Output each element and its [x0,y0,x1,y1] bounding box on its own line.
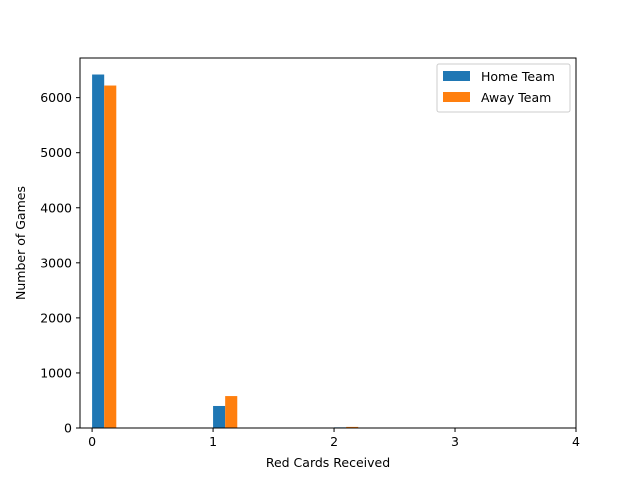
plot-frame [79,57,577,429]
bar-home-team-0 [92,74,105,429]
x-tick-label: 1 [209,434,217,449]
bar-away-team-0 [104,85,117,429]
bar-away-team-1 [225,396,238,428]
legend-label: Home Team [481,69,555,84]
x-tick-label: 4 [572,434,580,449]
legend-label: Away Team [481,90,551,105]
bars-group [92,74,359,429]
legend-swatch [443,92,470,102]
legend-box [436,63,571,113]
y-tick-label: 3000 [40,255,72,270]
y-axis-label: Number of Games [13,186,28,300]
bar-away-team-2 [346,426,359,428]
bar-home-team-1 [213,405,226,428]
y-tick-label: 6000 [40,90,72,105]
x-axis-ticks: 0 1 2 3 4 [88,428,580,449]
y-tick-label: 1000 [40,365,72,380]
legend: Home Team Away Team [436,63,571,113]
y-tick-label: 0 [64,421,72,436]
y-tick-label: 2000 [40,310,72,325]
x-tick-label: 0 [88,434,96,449]
y-tick-label: 5000 [40,145,72,160]
x-tick-label: 2 [330,434,338,449]
y-axis-ticks: 0 1000 2000 3000 4000 5000 6000 [40,90,80,436]
x-axis-label: Red Cards Received [266,455,390,470]
x-tick-label: 3 [451,434,459,449]
legend-swatch [443,71,470,81]
y-tick-label: 4000 [40,200,72,215]
